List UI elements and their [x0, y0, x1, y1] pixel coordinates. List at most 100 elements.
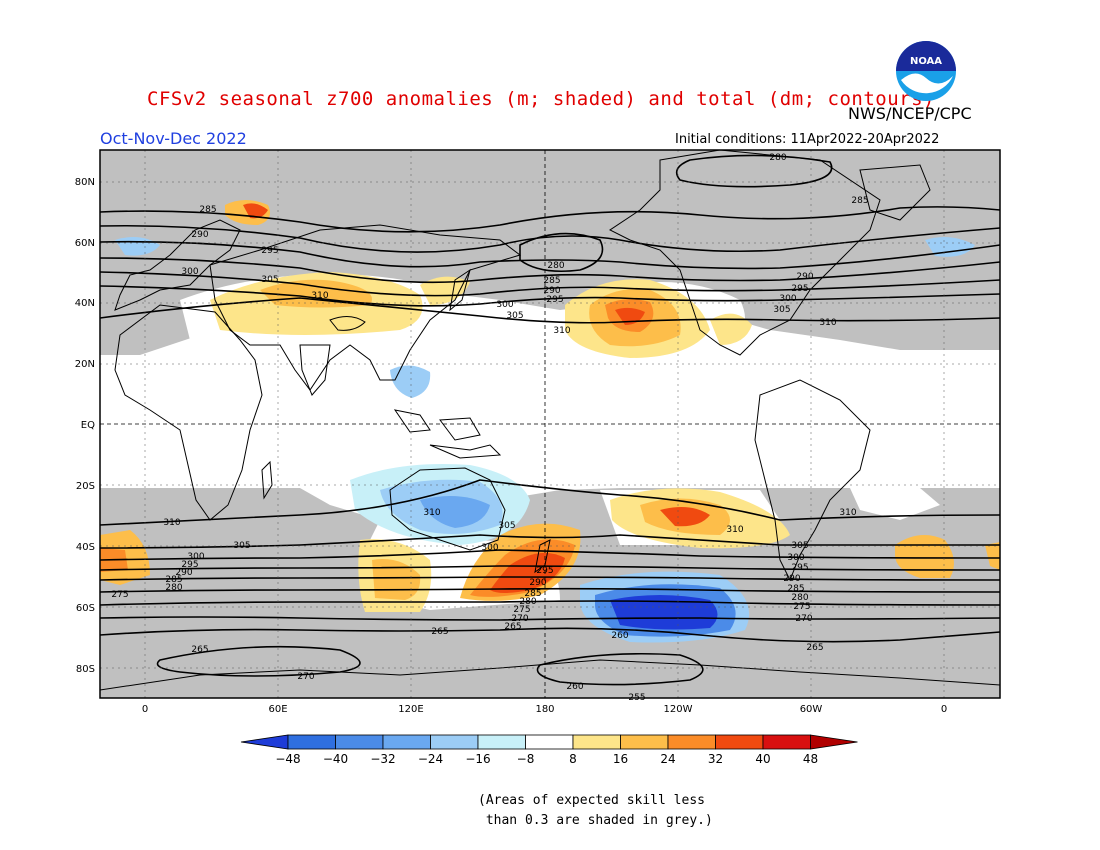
graticule [100, 150, 1000, 698]
lat-label: 60N [75, 238, 95, 249]
colorbar-tick-label: 40 [755, 752, 770, 766]
contour-label: 305 [506, 311, 523, 321]
positive-anomalies [100, 200, 1000, 612]
lat-label: 40N [75, 298, 95, 309]
contour-label: 275 [513, 605, 530, 615]
contour-label: 310 [423, 508, 440, 518]
reference-lines [100, 150, 1000, 698]
contour-label: 285 [199, 205, 216, 215]
colorbar-tick-label: −16 [465, 752, 490, 766]
colorbar-box [667, 734, 716, 750]
contour-label: 300 [779, 294, 796, 304]
contour-label: 295 [261, 246, 278, 256]
contour-label: 300 [496, 300, 513, 310]
contour-label: 305 [261, 275, 278, 285]
lat-label: 60S [76, 603, 95, 614]
contour-label: 265 [191, 645, 208, 655]
contour-label: 285 [543, 276, 560, 286]
colorbar-boxes [240, 734, 858, 750]
colorbar-tick-label: 24 [660, 752, 675, 766]
lat-label: 20S [76, 481, 95, 492]
anomaly-map: 285 290 295 300 305 310 280 285 290 295 … [75, 149, 1001, 715]
contour-label: 295 [791, 563, 808, 573]
contour-label: 300 [787, 553, 804, 563]
contour-label: 290 [529, 578, 546, 588]
contour-label: 310 [553, 326, 570, 336]
skill-note: (Areas of expected skill less than 0.3 a… [478, 791, 713, 831]
lat-label: EQ [81, 420, 95, 431]
contour-label: 290 [543, 286, 560, 296]
lat-label: 80N [75, 177, 95, 188]
contour-label: 285 [851, 196, 868, 206]
contour-label: 290 [191, 230, 208, 240]
colorbar-box [477, 734, 526, 750]
contour-label: 300 [481, 543, 498, 553]
colorbar-tick-label: 8 [569, 752, 577, 766]
agency-label: NWS/NCEP/CPC [848, 104, 972, 123]
initial-conditions-label: Initial conditions: 11Apr2022-20Apr2022 [675, 132, 940, 147]
latitude-labels: 80N 60N 40N 20N EQ 20S 40S 60S 80S [75, 177, 95, 675]
lat-label: 40S [76, 542, 95, 553]
contour-label: 290 [796, 272, 813, 282]
contour-label: 310 [839, 508, 856, 518]
contour-label: 305 [498, 521, 515, 531]
contour-label: 310 [163, 518, 180, 528]
colorbar-box [335, 734, 384, 750]
height-contours [100, 154, 1000, 686]
contour-label: 305 [791, 541, 808, 551]
colorbar-tick-label: −40 [323, 752, 348, 766]
contour-label: 270 [795, 614, 812, 624]
colorbar-arrow-right [810, 734, 858, 750]
colorbar-box [762, 734, 811, 750]
contour-label: 265 [504, 622, 521, 632]
longitude-labels: 0 60E 120E 180 120W 60W 0 [142, 704, 947, 715]
contour-label: 305 [773, 305, 790, 315]
contour-label: 280 [165, 583, 182, 593]
contour-label: 295 [546, 295, 563, 305]
contour-label: 285 [165, 575, 182, 585]
colorbar-box [525, 734, 574, 750]
colorbar-tick-label: 32 [708, 752, 723, 766]
colorbar-box [572, 734, 621, 750]
contour-label: 270 [297, 672, 314, 682]
colorbar-tick-label: −48 [275, 752, 300, 766]
lon-label: 60E [268, 704, 287, 715]
colorbar-box [715, 734, 764, 750]
skill-note-line2: than 0.3 are shaded in grey.) [478, 813, 713, 828]
contour-label: 280 [791, 593, 808, 603]
lon-label: 60W [800, 704, 823, 715]
contour-label: 310 [819, 318, 836, 328]
contour-label: 285 [524, 589, 541, 599]
contour-label: 280 [547, 261, 564, 271]
colorbar: −48 −40 −32 −24 −16 −8 8 16 24 32 40 48 [240, 734, 858, 766]
contour-labels: 285 290 295 300 305 310 280 285 290 295 … [111, 153, 868, 703]
colorbar-box [620, 734, 669, 750]
lon-label: 0 [142, 704, 148, 715]
contour-label: 305 [233, 541, 250, 551]
contour-label: 295 [181, 560, 198, 570]
colorbar-tick-label: 48 [803, 752, 818, 766]
colorbar-box [430, 734, 479, 750]
lon-label: 120E [398, 704, 423, 715]
contour-label: 265 [806, 643, 823, 653]
contour-label: 290 [783, 574, 800, 584]
lon-label: 120W [664, 704, 693, 715]
colorbar-box [287, 734, 336, 750]
contour-label: 290 [175, 568, 192, 578]
contour-label: 280 [519, 597, 536, 607]
contour-label: 265 [431, 627, 448, 637]
contour-label: 300 [181, 267, 198, 277]
contour-label: 270 [511, 614, 528, 624]
contour-label: 295 [791, 284, 808, 294]
lon-label: 0 [941, 704, 947, 715]
skill-note-line1: (Areas of expected skill less [478, 793, 705, 808]
noaa-logo-icon: NOAA [896, 41, 956, 101]
lat-label: 80S [76, 664, 95, 675]
contour-label: 310 [311, 291, 328, 301]
logo-text: NOAA [910, 56, 942, 67]
lat-label: 20N [75, 359, 95, 370]
contour-label: 280 [769, 153, 786, 163]
colorbar-tick-label: −32 [370, 752, 395, 766]
colorbar-tick-label: −8 [517, 752, 535, 766]
colorbar-arrow-left [240, 734, 289, 750]
